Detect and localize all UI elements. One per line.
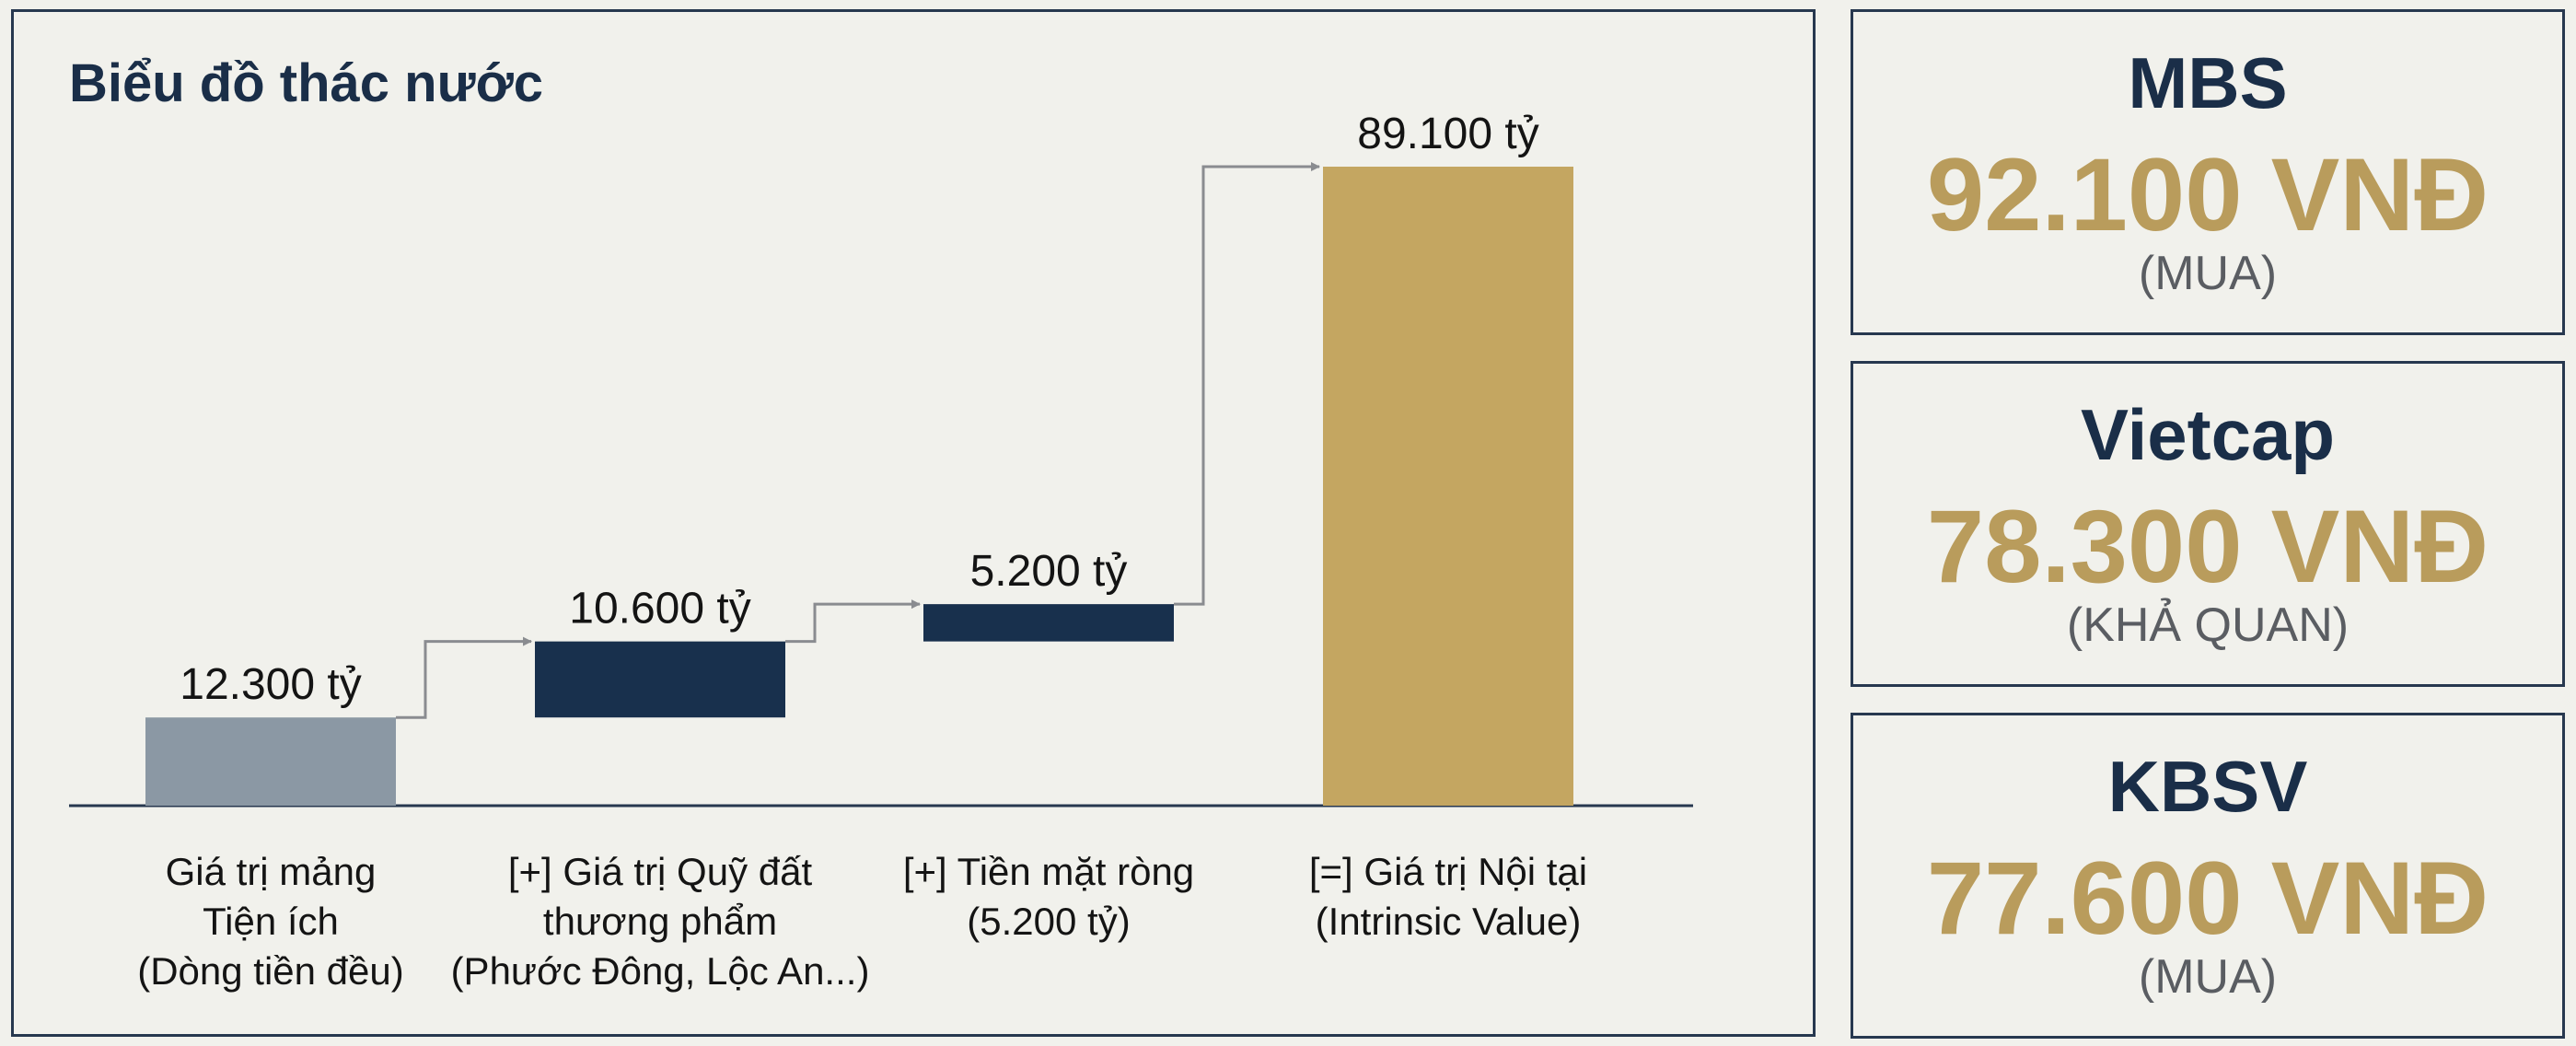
recommendation: (MUA) xyxy=(2138,950,2278,1004)
broker-name: MBS xyxy=(2128,42,2288,123)
target-price: 78.300 VNĐ xyxy=(1926,489,2489,604)
recommendation: (KHẢ QUAN) xyxy=(2066,599,2350,652)
category-tick-label: [+] Tiền mặt ròng xyxy=(903,850,1194,893)
category-tick-label: Giá trị mảng xyxy=(166,850,377,893)
rating-card-mbs: MBS 92.100 VNĐ (MUA) xyxy=(1851,9,2565,335)
waterfall-bar xyxy=(535,641,785,718)
waterfall-bar xyxy=(923,604,1174,642)
broker-name: KBSV xyxy=(2107,746,2308,827)
waterfall-bar xyxy=(145,717,396,806)
connector-arrow xyxy=(1174,162,1320,606)
waterfall-chart-panel: Biểu đồ thác nước 12.300 tỷ Giá trị mảng T… xyxy=(11,9,1816,1037)
data-label: 10.600 tỷ xyxy=(569,585,750,633)
category-tick-label: [+] Giá trị Quỹ đất xyxy=(508,850,813,893)
category-tick-label: (Phước Đông, Lộc An...) xyxy=(451,949,870,993)
recommendation: (MUA) xyxy=(2138,247,2278,300)
data-label: 5.200 tỷ xyxy=(970,547,1128,596)
target-price: 92.100 VNĐ xyxy=(1926,137,2489,252)
category-tick-label: thương phẩm xyxy=(543,900,777,943)
connector-arrow xyxy=(396,636,532,719)
category-tick-label: (5.200 tỷ) xyxy=(967,900,1130,943)
data-label: 12.300 tỷ xyxy=(180,660,361,709)
rating-card-vietcap: Vietcap 78.300 VNĐ (KHẢ QUAN) xyxy=(1851,361,2565,687)
broker-name: Vietcap xyxy=(2080,394,2336,475)
target-price: 77.600 VNĐ xyxy=(1926,841,2489,956)
chart-title: Biểu đồ thác nước xyxy=(69,53,544,113)
rating-card-kbsv: KBSV 77.600 VNĐ (MUA) xyxy=(1851,713,2565,1039)
category-tick-label: Tiện ích xyxy=(203,900,339,943)
waterfall-bar xyxy=(1323,167,1573,806)
data-label: 89.100 tỷ xyxy=(1357,110,1538,158)
category-tick-label: (Dòng tiền đều) xyxy=(137,949,404,993)
waterfall-chart: 12.300 tỷ Giá trị mảng Tiện ích (Dòng tiền … xyxy=(69,110,1693,993)
category-tick-label: [=] Giá trị Nội tại xyxy=(1309,850,1587,893)
connector-arrow xyxy=(785,599,921,644)
category-tick-label: (Intrinsic Value) xyxy=(1316,900,1582,943)
